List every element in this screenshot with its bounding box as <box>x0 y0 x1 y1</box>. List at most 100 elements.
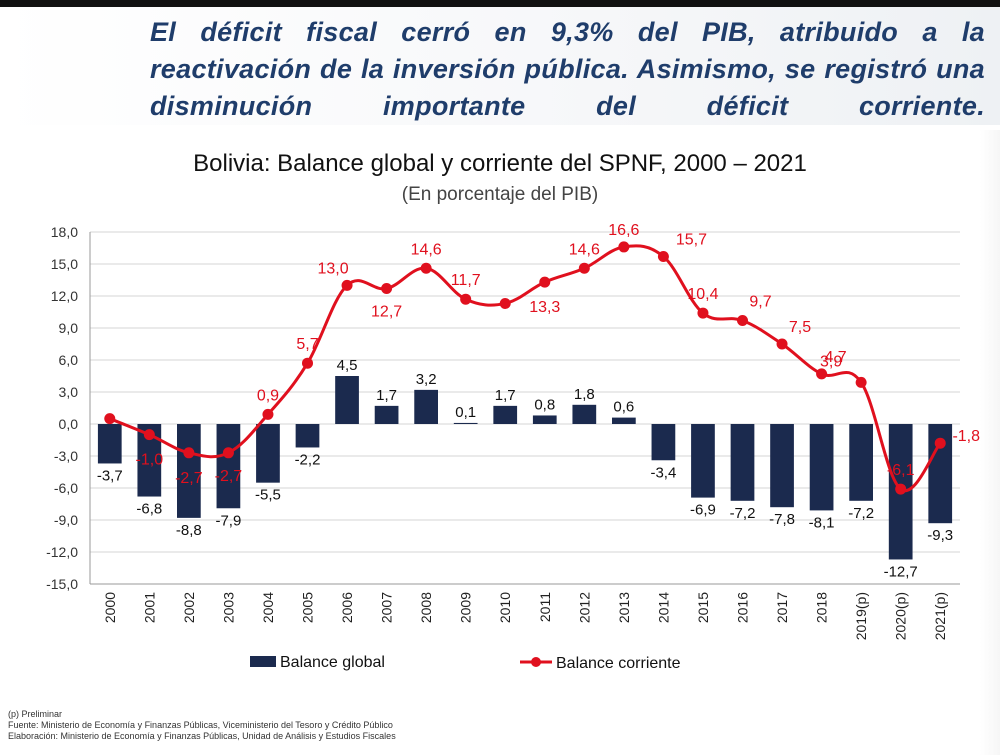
line-data-label: 13,0 <box>317 260 348 277</box>
bar-data-label: 0,1 <box>455 404 476 421</box>
line-data-label: 12,7 <box>371 304 402 321</box>
line-data-label: 4,7 <box>824 349 846 366</box>
bar-data-label: 0,8 <box>534 396 555 413</box>
line-data-label: -1,8 <box>952 428 980 445</box>
line-data-label: 14,6 <box>569 241 600 258</box>
bar-balance-global <box>770 424 794 508</box>
x-tick-label: 2009 <box>458 592 474 623</box>
point-balance-corriente <box>578 262 590 274</box>
point-balance-corriente <box>262 408 274 420</box>
point-balance-corriente <box>895 483 907 495</box>
bar-data-label: -8,1 <box>809 514 835 531</box>
bar-balance-global <box>493 405 518 424</box>
x-tick-label: 2004 <box>260 592 276 623</box>
y-tick-label: 18,0 <box>51 224 78 240</box>
bar-data-label: -12,7 <box>884 563 918 580</box>
bar-balance-global <box>414 389 438 424</box>
footnote-fuente: Fuente: Ministerio de Economía y Finanza… <box>8 720 393 730</box>
bar-data-label: 1,7 <box>495 387 516 404</box>
x-tick-label: 2002 <box>181 592 197 623</box>
bar-balance-global <box>928 424 953 524</box>
y-tick-label: -9,0 <box>54 512 78 528</box>
bar-data-label: 1,8 <box>574 386 595 403</box>
bar-data-label: 3,2 <box>416 371 437 388</box>
line-balance-corriente <box>109 244 942 493</box>
y-tick-label: -3,0 <box>54 448 78 464</box>
footnote-elaboracion: Elaboración: Ministerio de Economía y Fi… <box>8 731 396 741</box>
x-tick-label: 2020(p) <box>893 592 909 640</box>
x-tick-label: 2018 <box>814 592 830 623</box>
point-balance-corriente <box>499 297 511 309</box>
line-data-label: 3,9 <box>820 353 842 370</box>
x-tick-label: 2012 <box>576 592 592 623</box>
x-tick-label: 2017 <box>774 592 790 623</box>
bar-balance-global <box>335 376 359 424</box>
point-balance-corriente <box>420 262 432 274</box>
bar-balance-global <box>809 424 834 511</box>
point-balance-corriente <box>618 241 630 253</box>
line-data-label: -6,1 <box>887 462 915 479</box>
bar-balance-global <box>97 424 122 464</box>
headline-background <box>0 7 1000 125</box>
bar-data-label: -2,2 <box>295 451 321 468</box>
point-balance-corriente <box>697 307 709 319</box>
bar-data-label: -8,8 <box>176 522 202 539</box>
bar-data-label: -7,9 <box>215 512 241 529</box>
chart-subtitle: (En porcentaje del PIB) <box>401 184 599 205</box>
line-data-label: 0,9 <box>257 387 279 404</box>
line-data-label: 11,7 <box>451 272 481 289</box>
bar-data-label: 4,5 <box>337 357 358 374</box>
bar-data-label: -5,5 <box>255 487 281 504</box>
point-balance-corriente <box>539 276 551 288</box>
bar-balance-global <box>572 404 597 424</box>
bar-data-label: -3,7 <box>97 467 123 484</box>
bar-balance-global <box>612 417 636 424</box>
x-tick-label: 2014 <box>655 592 671 623</box>
bar-balance-global <box>216 424 241 509</box>
x-tick-label: 2005 <box>300 592 316 623</box>
x-tick-label: 2000 <box>102 592 118 623</box>
x-tick-label: 2008 <box>418 592 434 623</box>
line-data-label: 10,4 <box>687 286 718 303</box>
line-data-label: -2,7 <box>215 468 243 485</box>
bar-data-label: -6,8 <box>136 501 162 518</box>
point-balance-corriente <box>776 338 788 350</box>
line-data-label: 5,7 <box>296 336 318 353</box>
y-tick-label: 3,0 <box>59 384 79 400</box>
y-tick-label: 0,0 <box>59 416 79 432</box>
bar-balance-global <box>453 422 478 424</box>
bar-balance-global <box>374 405 399 424</box>
x-tick-label: 2007 <box>379 592 395 623</box>
point-balance-corriente <box>816 368 828 380</box>
x-tick-label: 2015 <box>695 592 711 623</box>
bar-data-label: -3,4 <box>650 464 676 481</box>
bar-balance-global <box>177 424 201 518</box>
y-tick-label: 9,0 <box>59 320 79 336</box>
legend-swatch-global <box>250 656 276 667</box>
y-tick-label: -6,0 <box>54 480 78 496</box>
bar-data-label: -6,9 <box>690 502 716 519</box>
bar-data-label: -7,2 <box>848 505 874 522</box>
x-tick-label: 2006 <box>339 592 355 623</box>
point-balance-corriente <box>737 315 748 327</box>
line-data-label: -1,0 <box>136 452 164 469</box>
bar-data-label: 0,6 <box>613 399 634 416</box>
point-balance-corriente <box>855 376 867 388</box>
point-balance-corriente <box>222 447 234 459</box>
bar-balance-global <box>532 415 557 424</box>
bar-balance-global <box>691 424 715 498</box>
y-tick-label: 15,0 <box>51 256 78 272</box>
footnote-preliminar: (p) Preliminar <box>8 709 63 719</box>
line-data-label: -2,7 <box>175 470 203 487</box>
y-tick-label: 12,0 <box>51 288 78 304</box>
point-balance-corriente <box>143 429 155 441</box>
y-tick-label: 6,0 <box>59 352 79 368</box>
x-tick-label: 2013 <box>616 592 632 623</box>
bar-data-label: -7,8 <box>769 511 795 528</box>
bar-balance-global <box>295 424 320 448</box>
x-tick-label: 2001 <box>141 592 157 623</box>
point-balance-corriente <box>104 413 116 425</box>
x-tick-label: 2021(p) <box>932 592 948 640</box>
legend-swatch-corriente-dot <box>531 657 541 667</box>
chart-title: Bolivia: Balance global y corriente del … <box>193 150 807 177</box>
